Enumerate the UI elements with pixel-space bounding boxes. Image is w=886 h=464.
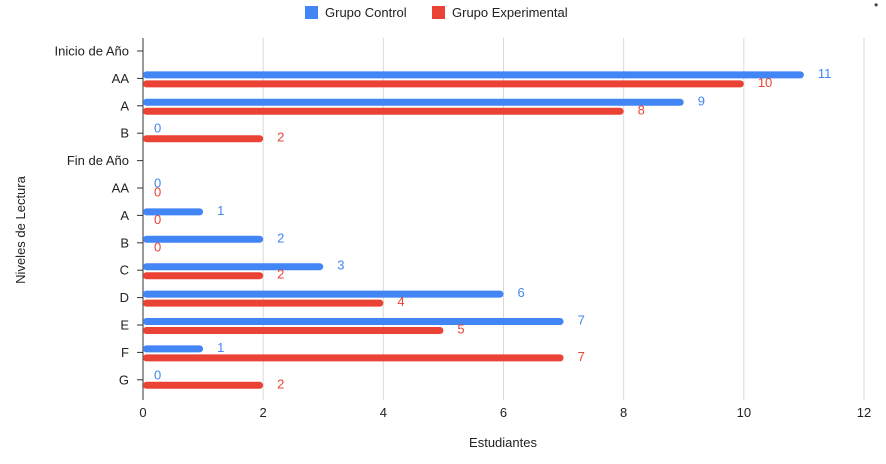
y-tick-label: G (119, 372, 129, 387)
x-tick-label: 10 (737, 405, 751, 420)
data-label-experimental: 4 (397, 294, 404, 309)
y-tick-label: A (120, 208, 129, 223)
bar-experimental[interactable] (143, 107, 624, 115)
bar-control[interactable] (143, 290, 504, 298)
bar-control[interactable] (143, 318, 564, 325)
data-label-experimental: 2 (277, 267, 284, 282)
data-label-control: 11 (818, 66, 832, 81)
grid-lines (142, 38, 865, 400)
legend-item-control[interactable]: Grupo Control (305, 5, 407, 20)
data-label-control: 3 (337, 258, 344, 273)
x-tick-label: 0 (139, 405, 146, 420)
data-label-experimental: 8 (638, 102, 645, 117)
bar-experimental[interactable] (143, 272, 264, 280)
data-label-control: 0 (154, 367, 161, 382)
x-axis-title: Estudiantes (469, 435, 537, 450)
y-tick-label: D (120, 290, 129, 305)
y-tick-label: Inicio de Año (55, 44, 129, 59)
y-tick-label: AA (112, 71, 130, 86)
data-label-experimental: 2 (277, 376, 284, 391)
legend-item-experimental[interactable]: Grupo Experimental (432, 5, 568, 20)
bar-experimental[interactable] (143, 327, 444, 334)
legend-swatch (432, 6, 445, 19)
legend[interactable]: Grupo Control Grupo Experimental (305, 5, 568, 20)
legend-swatch (305, 6, 318, 19)
bar-control[interactable] (143, 98, 684, 106)
y-tick-label: E (120, 318, 129, 333)
bar-experimental[interactable] (143, 381, 264, 389)
x-tick-label: 4 (380, 405, 387, 420)
y-tick-label: Fin de Año (67, 153, 129, 168)
data-label-control: 7 (578, 313, 585, 328)
data-label-experimental: 7 (578, 349, 585, 364)
data-label-control: 1 (217, 340, 224, 355)
legend-label: Grupo Control (325, 5, 407, 20)
more-vert-icon[interactable]: • (874, 0, 879, 12)
y-axis-title: Niveles de Lectura (13, 175, 28, 283)
bar-experimental[interactable] (143, 354, 564, 362)
data-label-control: 9 (698, 93, 705, 108)
bar-experimental[interactable] (143, 299, 384, 307)
data-label-experimental: 5 (457, 322, 464, 337)
data-label-experimental: 2 (277, 130, 284, 145)
bar-experimental[interactable] (143, 80, 744, 88)
bar-control[interactable] (143, 208, 204, 216)
data-label-experimental: 0 (154, 185, 161, 200)
y-tick-label: A (120, 98, 129, 113)
x-tick-label: 2 (260, 405, 267, 420)
data-label-control: 6 (518, 285, 525, 300)
data-label-control: 0 (154, 121, 161, 136)
data-label-experimental: 10 (758, 75, 772, 90)
y-tick-label: B (120, 126, 129, 141)
x-tick-label: 12 (857, 405, 871, 420)
y-tick-label: C (120, 263, 129, 278)
data-label-control: 2 (277, 230, 284, 245)
bar-control[interactable] (143, 235, 264, 243)
y-tick-label: F (121, 345, 129, 360)
y-tick-label: B (120, 235, 129, 250)
x-axis-ticks: 0 2 4 6 8 10 12 (139, 405, 871, 420)
bar-control[interactable] (143, 71, 804, 79)
data-label-control: 1 (217, 203, 224, 218)
bar-control[interactable] (143, 263, 324, 271)
legend-label: Grupo Experimental (452, 5, 568, 20)
data-label-control: 0 (154, 176, 161, 191)
data-label-experimental: 0 (154, 212, 161, 227)
bar-experimental[interactable] (143, 135, 264, 143)
x-tick-label: 8 (620, 405, 627, 420)
y-tick-label: AA (112, 181, 130, 196)
bar-control[interactable] (143, 345, 204, 353)
x-tick-label: 6 (500, 405, 507, 420)
data-label-experimental: 0 (154, 239, 161, 254)
